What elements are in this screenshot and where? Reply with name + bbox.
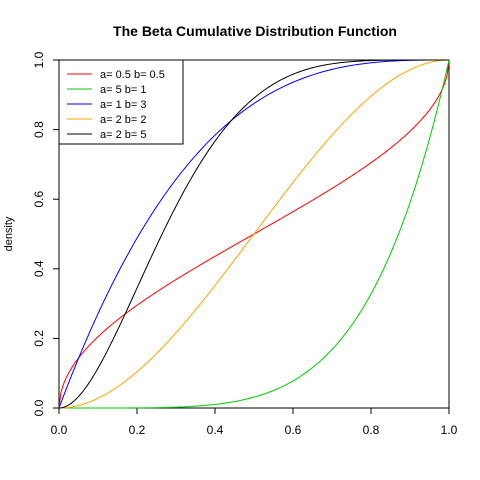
- y-tick-label-3: 0.6: [32, 191, 46, 208]
- legend-label-0: a= 0.5 b= 0.5: [100, 69, 165, 81]
- series-line-2: [58, 59, 449, 409]
- y-tick-label-0: 0.0: [32, 399, 46, 416]
- x-tick-label-4: 0.8: [363, 423, 380, 437]
- x-tick-label-0: 0.0: [51, 423, 68, 437]
- x-tick-label-3: 0.6: [285, 423, 302, 437]
- x-tick-label-1: 0.2: [129, 423, 146, 437]
- series-line-4: [58, 59, 449, 409]
- plot-area-frame: [58, 59, 450, 409]
- y-tick-label-2: 0.4: [32, 260, 46, 277]
- legend: a= 0.5 b= 0.5 a= 5 b= 1 a= 1 b= 3 a= 2 b= 2…: [58, 59, 184, 145]
- legend-box: [58, 59, 184, 145]
- y-axis: 0.0 0.2 0.4 0.6 0.8 1.0: [32, 51, 59, 416]
- x-tick-label-2: 0.4: [207, 423, 224, 437]
- y-tick-label-1: 0.2: [32, 330, 46, 347]
- legend-label-4: a= 2 b= 5: [100, 129, 147, 141]
- legend-label-1: a= 5 b= 1: [100, 84, 147, 96]
- y-axis-label: density: [3, 216, 15, 251]
- y-tick-label-4: 0.8: [32, 121, 46, 138]
- x-tick-label-5: 1.0: [441, 423, 458, 437]
- series-line-3: [58, 59, 450, 409]
- series-layer: [58, 59, 450, 409]
- x-axis: 0.0 0.2 0.4 0.6 0.8 1.0: [51, 408, 458, 437]
- chart-title: The Beta Cumulative Distribution Functio…: [113, 23, 397, 39]
- legend-label-2: a= 1 b= 3: [100, 99, 147, 111]
- legend-label-3: a= 2 b= 2: [100, 114, 147, 126]
- y-tick-label-5: 1.0: [32, 51, 46, 68]
- series-line-1: [59, 59, 450, 409]
